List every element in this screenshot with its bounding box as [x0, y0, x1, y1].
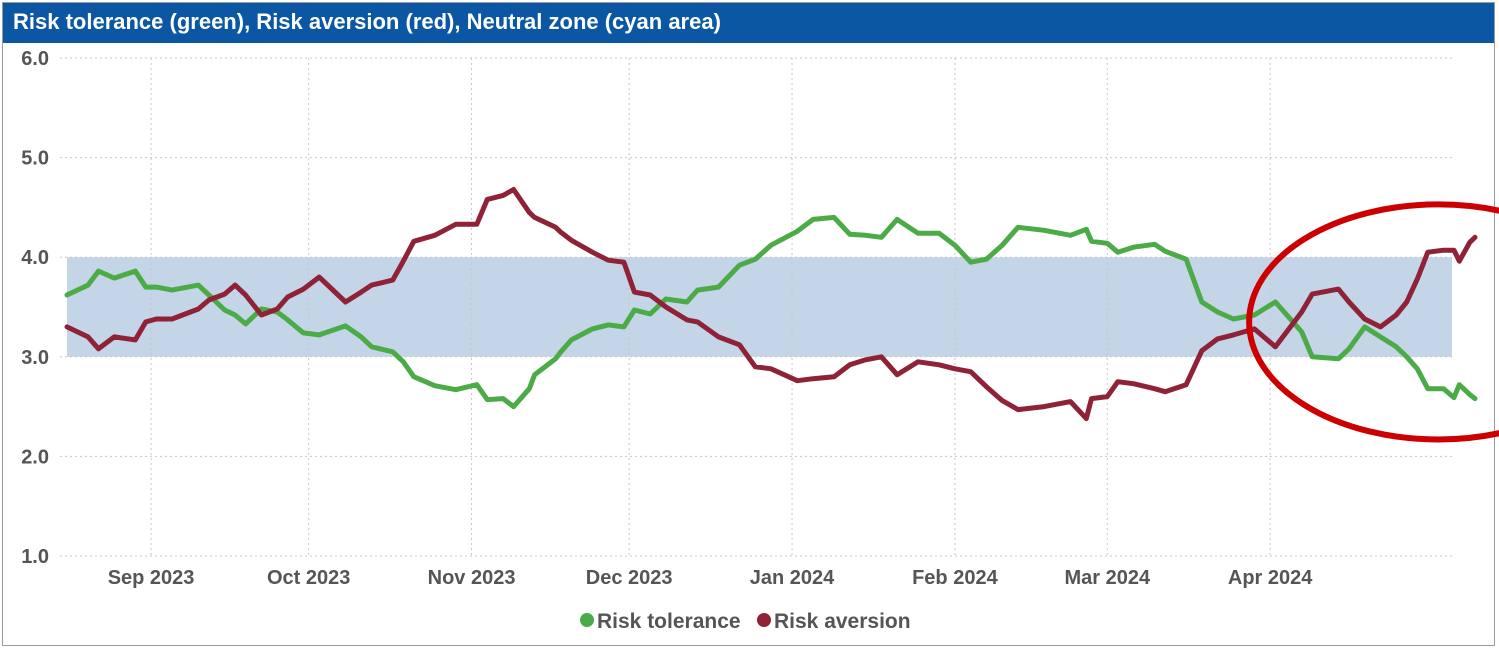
y-tick-label: 3.0	[21, 347, 49, 369]
legend-label: Risk aversion	[774, 610, 911, 633]
y-tick-label: 5.0	[21, 148, 49, 170]
y-tick-label: 6.0	[21, 48, 49, 70]
x-tick-label: Dec 2023	[586, 567, 673, 589]
legend-marker	[757, 613, 771, 627]
title-bar: Risk tolerance (green), Risk aversion (r…	[3, 3, 1494, 43]
legend-marker	[580, 613, 594, 627]
series-line-risk-tolerance	[64, 214, 1478, 410]
legend-label: Risk tolerance	[597, 610, 741, 633]
x-tick-label: Mar 2024	[1064, 567, 1150, 589]
neutral-zone-area	[67, 257, 1452, 357]
y-tick-label: 1.0	[21, 546, 49, 568]
x-tick-label: Jan 2024	[750, 567, 835, 589]
chart-title: Risk tolerance (green), Risk aversion (r…	[13, 9, 721, 34]
x-tick-label: Nov 2023	[428, 567, 516, 589]
y-tick-label: 2.0	[21, 446, 49, 468]
highlight-ellipse	[1246, 201, 1499, 443]
y-tick-label: 4.0	[21, 247, 49, 269]
x-tick-label: Oct 2023	[267, 567, 350, 589]
series-line-risk-aversion	[64, 187, 1478, 422]
x-tick-label: Sep 2023	[108, 567, 195, 589]
x-tick-label: Feb 2024	[912, 567, 998, 589]
x-tick-label: Apr 2024	[1228, 567, 1313, 589]
